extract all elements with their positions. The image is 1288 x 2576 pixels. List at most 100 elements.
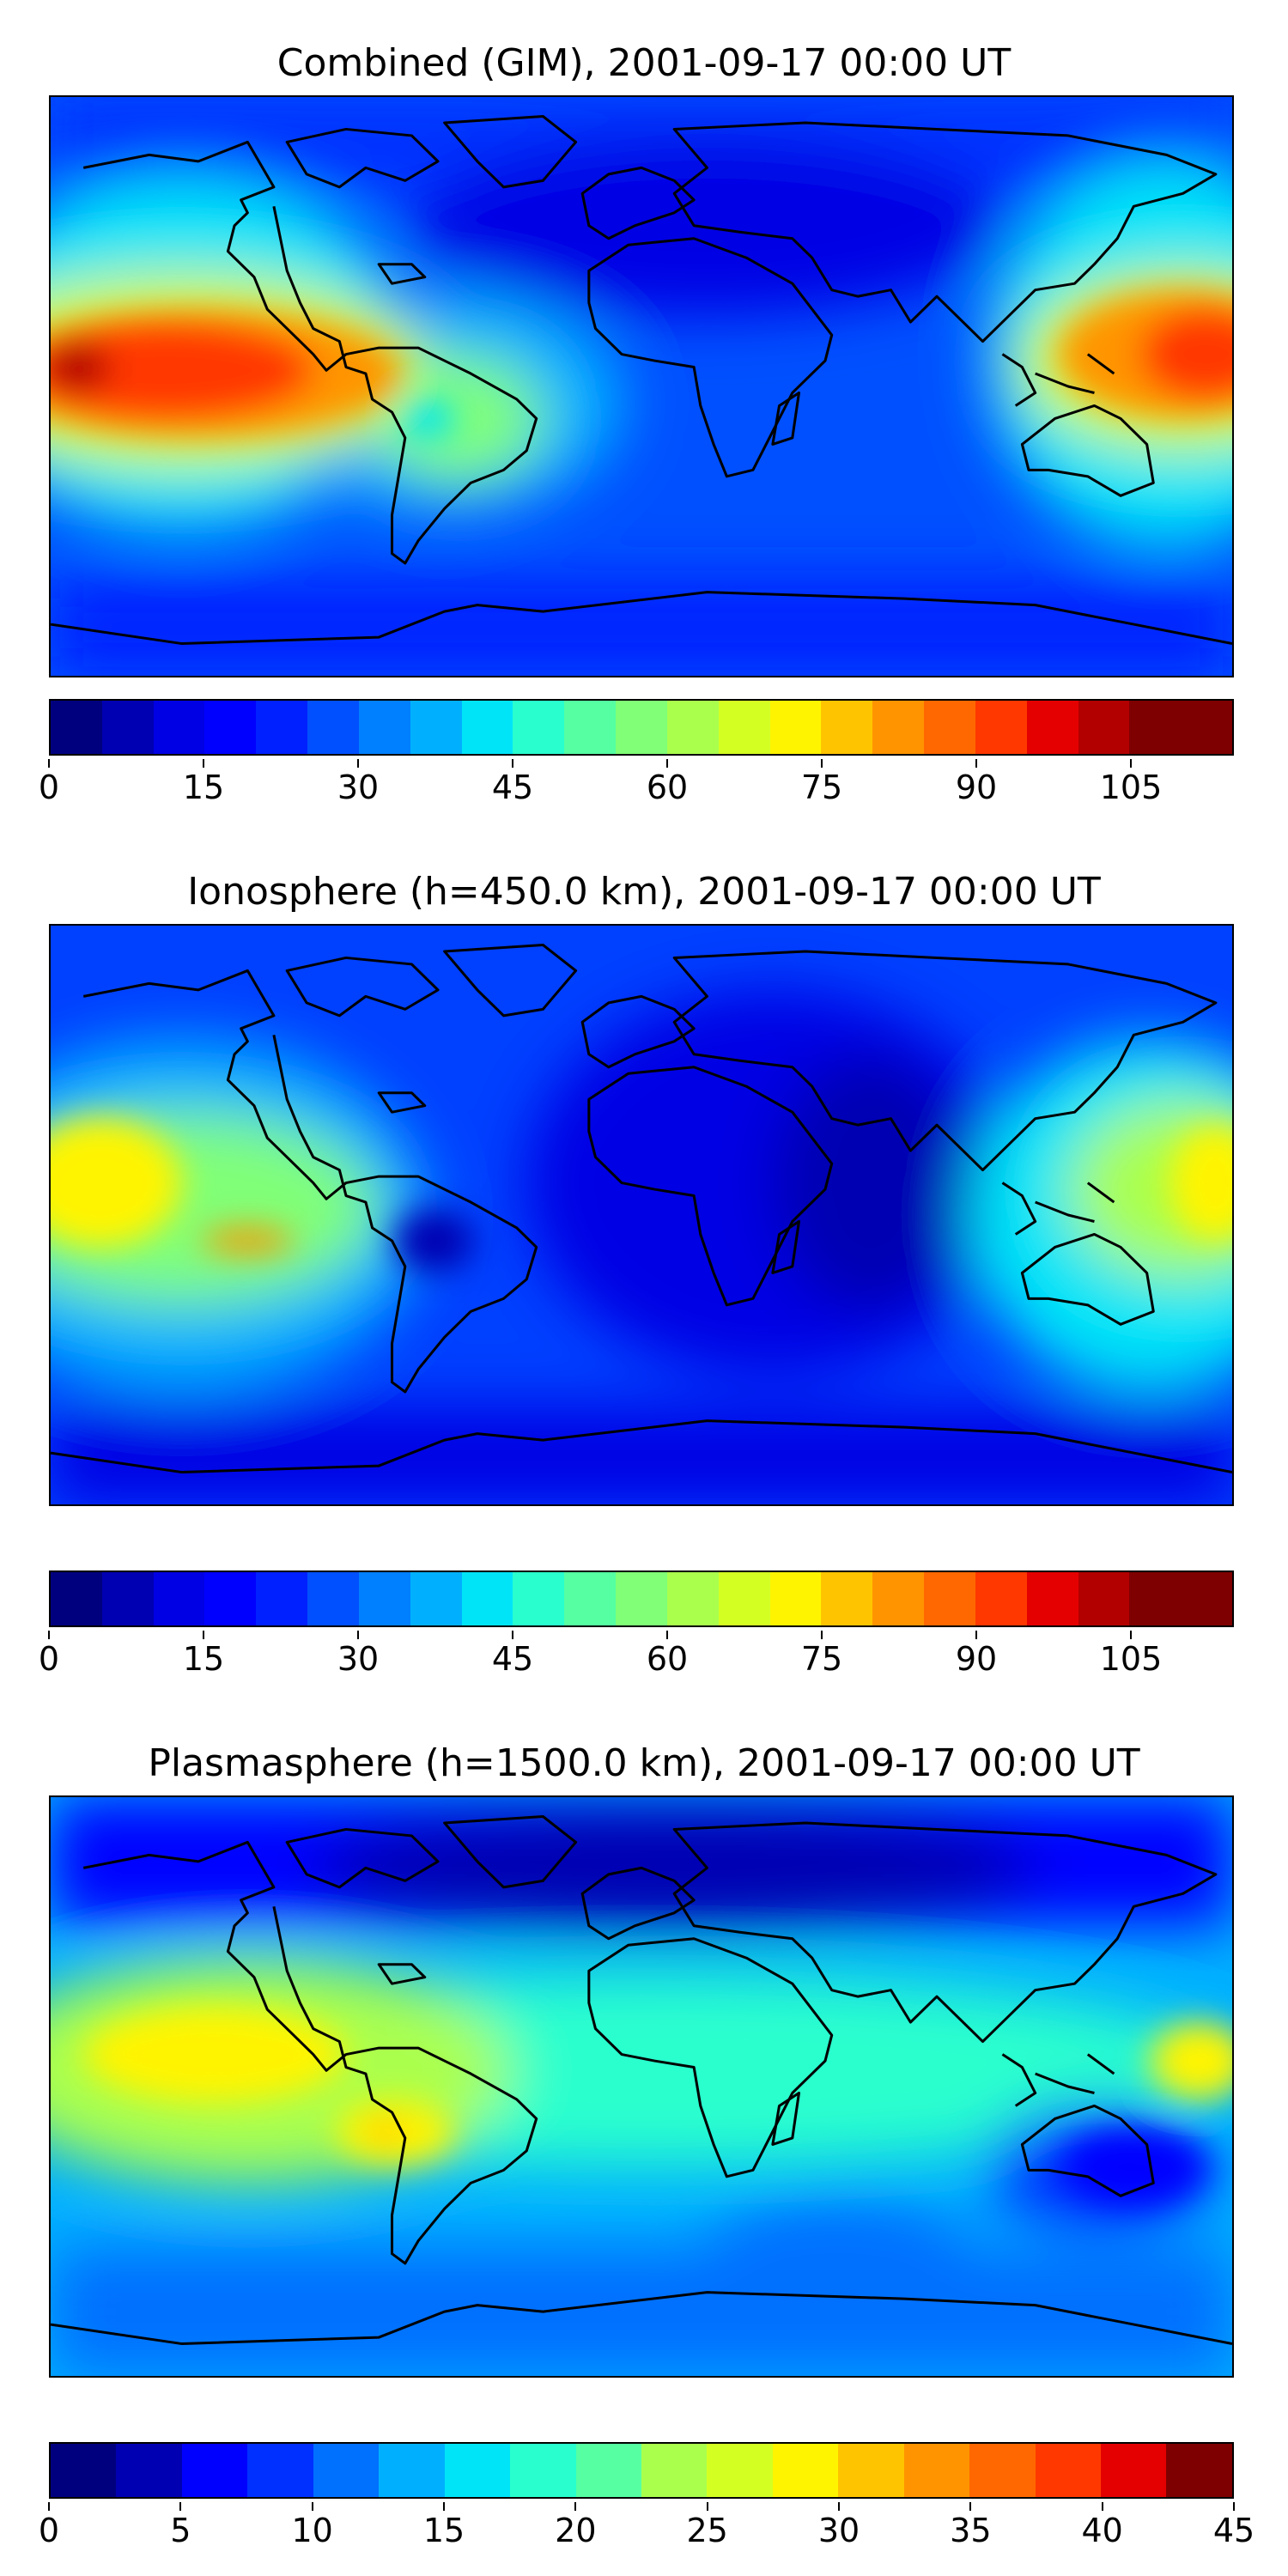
colorbar-segment xyxy=(153,1572,205,1625)
colorbar-segment xyxy=(1166,2444,1232,2497)
colorbar-segment xyxy=(51,701,102,754)
colorbar-combined xyxy=(49,699,1234,756)
colorbar-tick-label: 5 xyxy=(170,2512,191,2549)
colorbar-tick-label: 40 xyxy=(1081,2512,1123,2549)
colorbar-tick-mark xyxy=(975,759,977,768)
colorbar-segment xyxy=(903,2444,970,2497)
colorbar-segment xyxy=(707,2444,773,2497)
colorbar-segment xyxy=(1181,701,1233,754)
colorbar-tick-mark xyxy=(357,759,359,768)
colorbar-tick-label: 90 xyxy=(955,1640,998,1678)
colorbar-segment xyxy=(358,1572,410,1625)
colorbar-segment xyxy=(410,1572,462,1625)
colorbar-tick-label: 45 xyxy=(491,1640,534,1678)
coastlines xyxy=(51,943,1232,1474)
colorbar-tick-mark xyxy=(666,759,668,768)
colorbar-tick-mark xyxy=(1130,1631,1132,1639)
colorbar-segment xyxy=(1129,701,1182,754)
colorbar-segment xyxy=(116,2444,182,2497)
colorbar-segment xyxy=(872,701,925,754)
colorbar-tick-mark xyxy=(48,759,50,768)
colorbar-tick-label: 45 xyxy=(1212,2512,1255,2549)
colorbar-segment xyxy=(821,1572,873,1625)
colorbar-segment xyxy=(838,2444,904,2497)
colorbar-tick-label: 15 xyxy=(182,769,225,806)
colorbar-tick-label: 45 xyxy=(491,769,534,806)
colorbar-segment xyxy=(358,701,410,754)
colorbar-tick-label: 15 xyxy=(182,1640,225,1678)
colorbar-tick-mark xyxy=(574,2502,577,2511)
colorbar-tick-label: 105 xyxy=(1099,769,1163,806)
colorbar-segment xyxy=(256,1572,308,1625)
colorbar-ticks-combined: 0 15 30 45 60 75 90 105 xyxy=(39,759,1234,823)
colorbar-segment xyxy=(513,701,565,754)
colorbar-segment xyxy=(181,2444,248,2497)
colorbar-segment xyxy=(461,701,513,754)
colorbar-segment xyxy=(101,701,154,754)
colorbar-segment xyxy=(769,701,822,754)
colorbar-segment xyxy=(821,701,873,754)
colorbar-tick-mark xyxy=(443,2502,445,2511)
tec-map-ionosphere xyxy=(49,924,1234,1506)
colorbar-tick-label: 35 xyxy=(950,2512,992,2549)
colorbar-segment xyxy=(975,1572,1027,1625)
colorbar-segment xyxy=(410,701,462,754)
colorbar-tick-label: 0 xyxy=(38,2512,60,2549)
colorbar-segment xyxy=(872,1572,925,1625)
colorbar-tick-mark xyxy=(969,2502,972,2511)
colorbar-tick-mark xyxy=(203,759,204,768)
map-field xyxy=(51,1797,1232,2376)
colorbar-tick-label: 105 xyxy=(1099,1640,1163,1678)
colorbar-tick-label: 60 xyxy=(646,769,689,806)
colorbar-segment xyxy=(616,1572,667,1625)
colorbar-ticks-ionosphere: 0 15 30 45 60 75 90 105 xyxy=(39,1631,1234,1694)
colorbar-segment xyxy=(307,701,359,754)
map-field xyxy=(51,97,1232,676)
colorbar-segment xyxy=(666,1572,719,1625)
coastlines xyxy=(51,1814,1232,2346)
map-title: Ionosphere (h=450.0 km), 2001-09-17 00:0… xyxy=(187,870,1101,914)
colorbar-tick-mark xyxy=(821,1631,823,1639)
colorbar-tick-mark xyxy=(838,2502,840,2511)
colorbar-segment xyxy=(718,1572,770,1625)
map-title: Combined (GIM), 2001-09-17 00:00 UT xyxy=(276,41,1012,85)
colorbar-segment xyxy=(1101,2444,1167,2497)
colorbar-tick-mark xyxy=(1130,759,1132,768)
colorbar-segment xyxy=(256,701,308,754)
colorbar-segment xyxy=(772,2444,839,2497)
colorbar-segment xyxy=(924,1572,975,1625)
colorbar-tick-mark xyxy=(821,759,823,768)
colorbar-segment xyxy=(101,1572,154,1625)
colorbar-tick-mark xyxy=(179,2502,182,2511)
colorbar-segment xyxy=(666,701,719,754)
colorbar-segment xyxy=(564,1572,617,1625)
colorbar-segment xyxy=(1026,1572,1078,1625)
colorbar-tick-label: 15 xyxy=(422,2512,465,2549)
colorbar-ticks-plasmasphere: 0 5 10 15 20 25 30 35 40 45 xyxy=(39,2502,1255,2566)
colorbar-tick-label: 0 xyxy=(38,1640,60,1678)
colorbar-tick-label: 60 xyxy=(646,1640,689,1678)
colorbar-tick-mark xyxy=(48,2502,50,2511)
colorbar-tick-label: 25 xyxy=(686,2512,728,2549)
colorbar-segment xyxy=(379,2444,445,2497)
map-field xyxy=(51,926,1232,1504)
colorbar-segment xyxy=(313,2444,380,2497)
colorbar-tick-mark xyxy=(311,2502,313,2511)
colorbar-segment xyxy=(1026,701,1078,754)
colorbar-plasmasphere xyxy=(49,2442,1234,2499)
colorbar-tick-label: 30 xyxy=(337,1640,380,1678)
colorbar-segment xyxy=(204,701,257,754)
colorbar-segment xyxy=(510,2444,576,2497)
colorbar-segment xyxy=(616,701,667,754)
map-title: Plasmasphere (h=1500.0 km), 2001-09-17 0… xyxy=(148,1741,1140,1785)
colorbar-segment xyxy=(1035,2444,1101,2497)
colorbar-segment xyxy=(247,2444,313,2497)
colorbar-segment xyxy=(564,701,617,754)
colorbar-segment xyxy=(1181,1572,1233,1625)
colorbar-tick-mark xyxy=(357,1631,359,1639)
colorbar-tick-label: 30 xyxy=(817,2512,860,2549)
tec-map-combined xyxy=(49,95,1234,677)
colorbar-tick-label: 0 xyxy=(38,769,60,806)
colorbar-segment xyxy=(924,701,975,754)
colorbar-segment xyxy=(461,1572,513,1625)
